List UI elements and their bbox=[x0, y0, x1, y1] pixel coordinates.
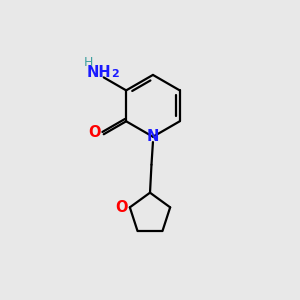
Text: O: O bbox=[115, 200, 128, 215]
Text: NH: NH bbox=[87, 64, 112, 80]
Text: H: H bbox=[84, 56, 93, 69]
Text: O: O bbox=[88, 125, 100, 140]
Text: 2: 2 bbox=[111, 70, 119, 80]
Text: N: N bbox=[147, 129, 159, 144]
